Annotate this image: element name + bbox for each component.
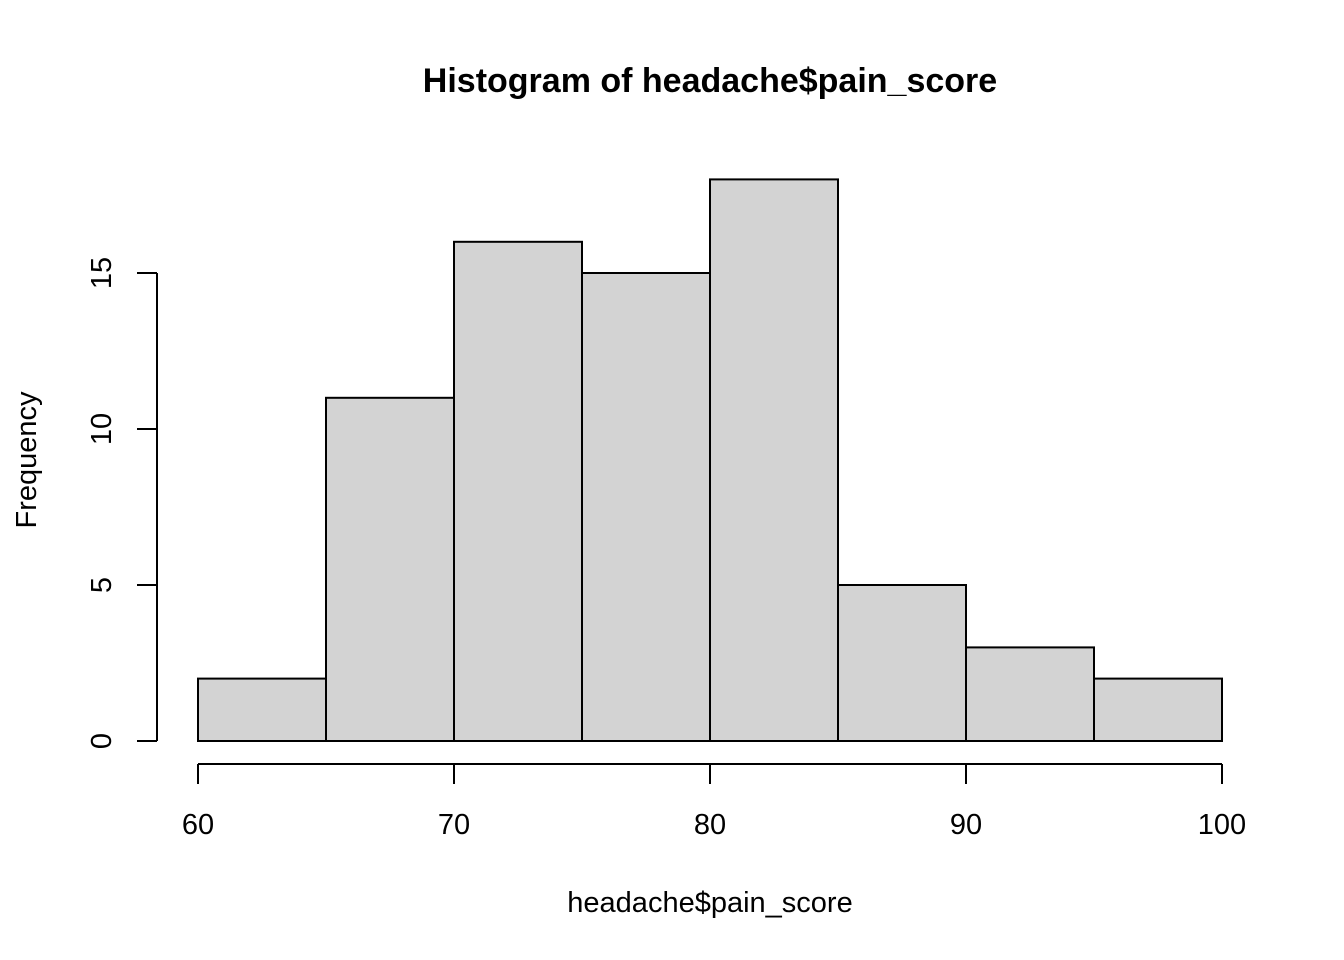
y-tick-label-10: 10: [86, 413, 118, 445]
x-tick-label-70: 70: [438, 809, 470, 841]
y-axis: 0 5 10 15: [86, 257, 158, 749]
x-tick-label-100: 100: [1198, 809, 1246, 841]
x-axis-label: headache$pain_score: [567, 887, 852, 919]
x-tick-label-60: 60: [182, 809, 214, 841]
y-axis-label: Frequency: [11, 391, 43, 529]
histogram-bar-4: [581, 272, 711, 742]
y-tick-label-5: 5: [86, 577, 118, 593]
histogram-bar-5: [709, 178, 839, 742]
bars-group: [197, 178, 1223, 743]
y-tick-label-15: 15: [86, 257, 118, 289]
histogram-bar-6: [837, 584, 967, 742]
histogram-bar-1: [197, 677, 327, 742]
y-tick-label-0: 0: [86, 733, 118, 749]
x-axis: 60 70 80 90 100: [182, 763, 1246, 841]
histogram-bar-3: [453, 240, 583, 743]
chart-title: Histogram of headache$pain_score: [423, 62, 997, 100]
x-tick-label-90: 90: [950, 809, 982, 841]
histogram-bar-8: [1093, 677, 1223, 742]
histogram-bar-7: [965, 646, 1095, 743]
x-tick-label-80: 80: [694, 809, 726, 841]
histogram-bar-2: [325, 396, 455, 742]
